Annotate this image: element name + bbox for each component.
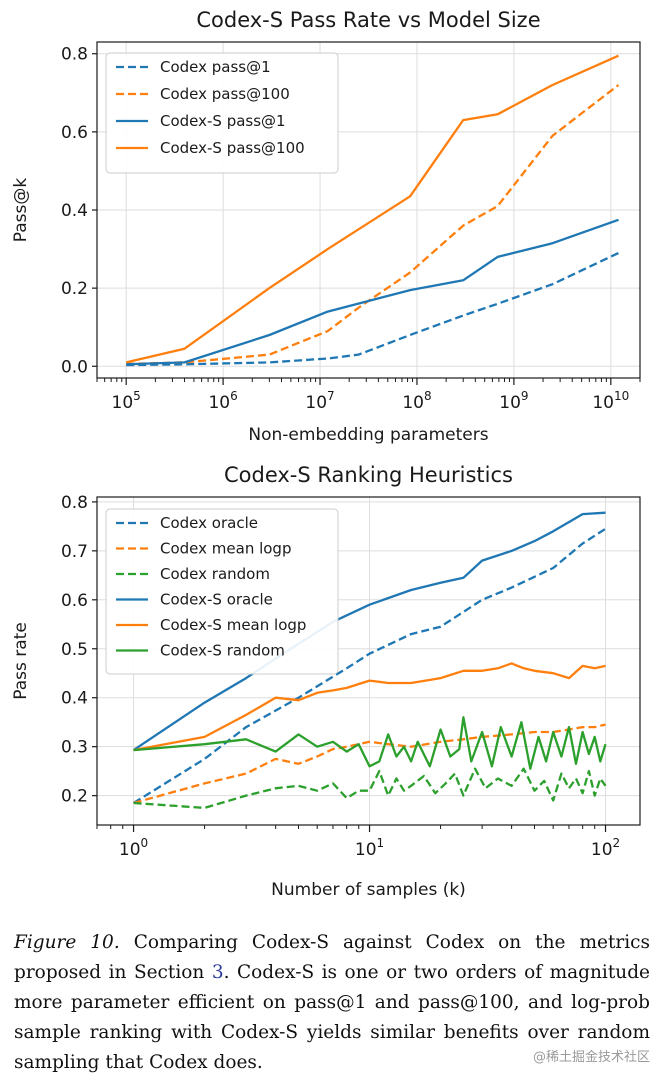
chart0-legend-label-1: Codex pass@100 (160, 85, 290, 103)
figure-caption: Figure 10. Comparing Codex-S against Cod… (14, 928, 650, 1078)
chart0-yaxis-label: Pass@k (11, 178, 31, 243)
figure-label: Figure 10. (14, 932, 120, 953)
chart0-ytick-label-1: 0.2 (61, 279, 88, 299)
section-reference-link[interactable]: 3 (211, 962, 224, 983)
chart0-xaxis-label: Non-embedding parameters (248, 425, 488, 445)
chart1-series-2-line (133, 767, 607, 810)
chart1-legend-label-1: Codex mean logp (160, 540, 291, 558)
chart0-legend-label-2: Codex-S pass@1 (160, 112, 286, 130)
chart0-series-2-line (126, 218, 619, 366)
chart0-legend: Codex pass@1 Codex pass@100 Codex-S pass@1… (105, 52, 339, 174)
chart0-ytick-label-0: 0.0 (61, 357, 88, 377)
chart1-legend-label-4: Codex-S mean logp (160, 616, 306, 634)
chart1-legend-label-5: Codex-S random (160, 642, 285, 660)
caption-text-start: Comparing Codex-S against Codex on the m… (14, 932, 650, 983)
chart1-ytick-label-6: 0.8 (61, 493, 88, 513)
chart0-xtick-label-0: 105 (112, 389, 141, 413)
chart1-ytick-label-1: 0.3 (61, 738, 88, 758)
chart0-legend-box (105, 52, 339, 174)
chart0-ytick-label-4: 0.8 (61, 45, 88, 65)
chart1-legend-label-2: Codex random (160, 565, 270, 583)
chart1-series-0-line (132, 527, 607, 804)
chart0-xtick-label-3: 108 (402, 389, 431, 413)
chart1-series-1-line (133, 723, 606, 805)
chart1-legend: Codex oracle Codex mean logp Codex random C… (105, 508, 339, 675)
ranking-heuristics-chart: Codex-S Ranking Heuristics 0.2 0.3 0.4 0.5 0.… (11, 463, 641, 900)
chart1-xtick-label-1: 101 (355, 836, 384, 860)
chart1-legend-label-3: Codex-S oracle (160, 591, 273, 609)
chart0-legend-label-0: Codex pass@1 (160, 58, 271, 76)
chart1-xaxis-label: Number of samples (k) (271, 880, 466, 900)
chart0-xtick-label-1: 106 (208, 389, 237, 413)
chart1-series-5-line (133, 716, 607, 770)
chart1-ytick-label-0: 0.2 (61, 787, 88, 807)
chart1-ytick-label-3: 0.5 (61, 640, 88, 660)
chart0-title: Codex-S Pass Rate vs Model Size (196, 8, 540, 32)
chart1-ytick-label-5: 0.7 (61, 542, 88, 562)
chart0-xtick-label-2: 107 (305, 389, 334, 413)
chart1-legend-box (105, 508, 339, 675)
chart0-series-0-line (126, 251, 619, 367)
chart0-series-1-line (126, 84, 620, 366)
chart1-xtick-label-2: 102 (591, 836, 620, 860)
chart1-xtick-label-0: 100 (119, 836, 148, 860)
chart1-ytick-label-4: 0.6 (61, 591, 88, 611)
chart0-xtick-label-5: 1010 (592, 389, 629, 413)
chart1-yaxis-label: Pass rate (11, 622, 31, 700)
chart1-title: Codex-S Ranking Heuristics (224, 463, 513, 487)
caption-text-end: . Codex-S is one or two orders of magnit… (14, 962, 650, 1073)
chart1-legend-label-0: Codex oracle (160, 514, 258, 532)
watermark: @稀土掘金技术社区 (532, 1050, 650, 1065)
chart1-series-4-line (133, 662, 606, 752)
pass-rate-vs-model-size-chart: Codex-S Pass Rate vs Model Size 0.0 0.2 0.4… (11, 8, 641, 445)
chart0-series-3-line (125, 54, 619, 364)
chart0-ytick-label-2: 0.4 (61, 201, 88, 221)
chart1-ytick-label-2: 0.4 (61, 689, 88, 709)
chart0-ytick-label-3: 0.6 (61, 123, 88, 143)
chart0-xtick-label-4: 109 (499, 389, 528, 413)
chart1-plot-frame (96, 496, 641, 826)
chart0-legend-label-3: Codex-S pass@100 (160, 139, 305, 157)
